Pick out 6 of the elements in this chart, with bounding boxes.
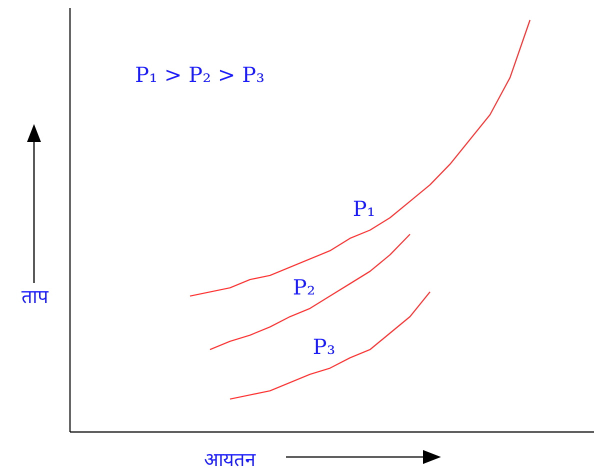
series-label: P₁: [352, 197, 376, 222]
y-axis-title: ताप: [22, 286, 50, 308]
series-label: P₃: [312, 335, 336, 360]
series-label: P₂: [292, 275, 316, 300]
annotation: P₁ > P₂ > P₃: [135, 63, 265, 87]
x-axis-title: आयतन: [204, 449, 256, 471]
